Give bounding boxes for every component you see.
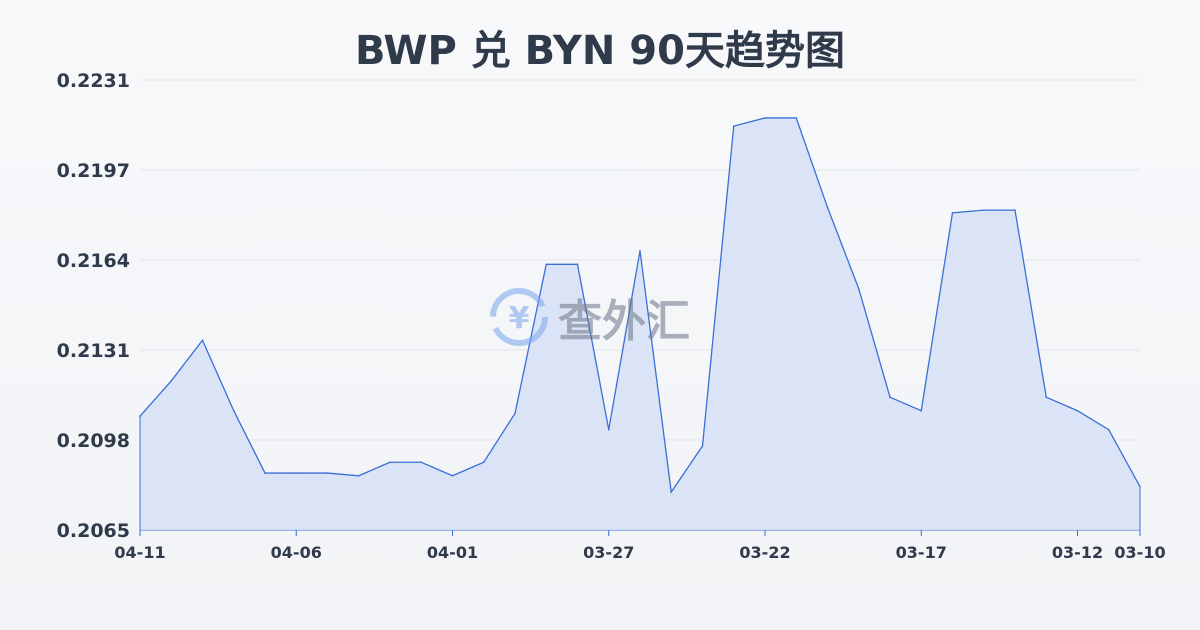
x-tick-label: 03-17 [896, 543, 947, 562]
data-point [170, 380, 173, 382]
y-tick-label: 0.2098 [57, 430, 130, 452]
data-point [295, 472, 298, 474]
data-point [451, 474, 454, 477]
watermark-text: 查外汇 [558, 296, 690, 347]
data-point [889, 396, 891, 398]
data-point [1014, 209, 1016, 211]
data-point [795, 117, 798, 119]
x-tick-label: 03-22 [739, 543, 790, 562]
y-tick-label: 0.2197 [57, 160, 130, 182]
y-tick-label: 0.2231 [57, 70, 130, 92]
x-tick-label: 03-27 [583, 543, 634, 562]
data-point [920, 409, 923, 412]
x-tick-label: 03-10 [1114, 543, 1165, 562]
data-point [607, 428, 610, 431]
data-point [732, 125, 735, 127]
data-point [545, 263, 548, 266]
yen-exchange-icon: ¥ [490, 288, 548, 346]
x-tick-label: 04-01 [427, 543, 478, 562]
data-point [482, 461, 485, 464]
data-point [139, 415, 141, 417]
data-point [389, 461, 391, 464]
data-point [701, 445, 704, 447]
data-point [764, 117, 766, 119]
data-point [576, 263, 579, 266]
data-point [357, 474, 360, 477]
svg-text:¥: ¥ [509, 301, 530, 336]
data-point [826, 206, 829, 209]
y-tick-label: 0.2131 [57, 340, 130, 362]
data-point [514, 412, 516, 415]
data-point [982, 209, 985, 211]
data-point [326, 472, 329, 474]
x-tick-label: 04-06 [271, 543, 322, 562]
data-point [670, 491, 673, 493]
data-point [1107, 428, 1110, 431]
area-fill [140, 117, 1140, 530]
y-tick-label: 0.2065 [57, 520, 130, 542]
data-point [264, 472, 266, 474]
data-point [201, 339, 204, 342]
data-point [1076, 409, 1079, 412]
y-tick-label: 0.2164 [57, 250, 130, 272]
x-tick-label: 04-11 [114, 543, 165, 562]
watermark: ¥ 查外汇 [488, 285, 690, 349]
data-point [1045, 396, 1048, 398]
data-point [420, 461, 423, 464]
data-point [1139, 485, 1141, 488]
data-point [951, 212, 954, 214]
x-tick-label: 03-12 [1052, 543, 1103, 562]
data-point [857, 287, 860, 290]
data-point [639, 249, 641, 252]
data-point [232, 409, 235, 412]
chart-title: BWP 兑 BYN 90天趋势图 [355, 28, 845, 74]
